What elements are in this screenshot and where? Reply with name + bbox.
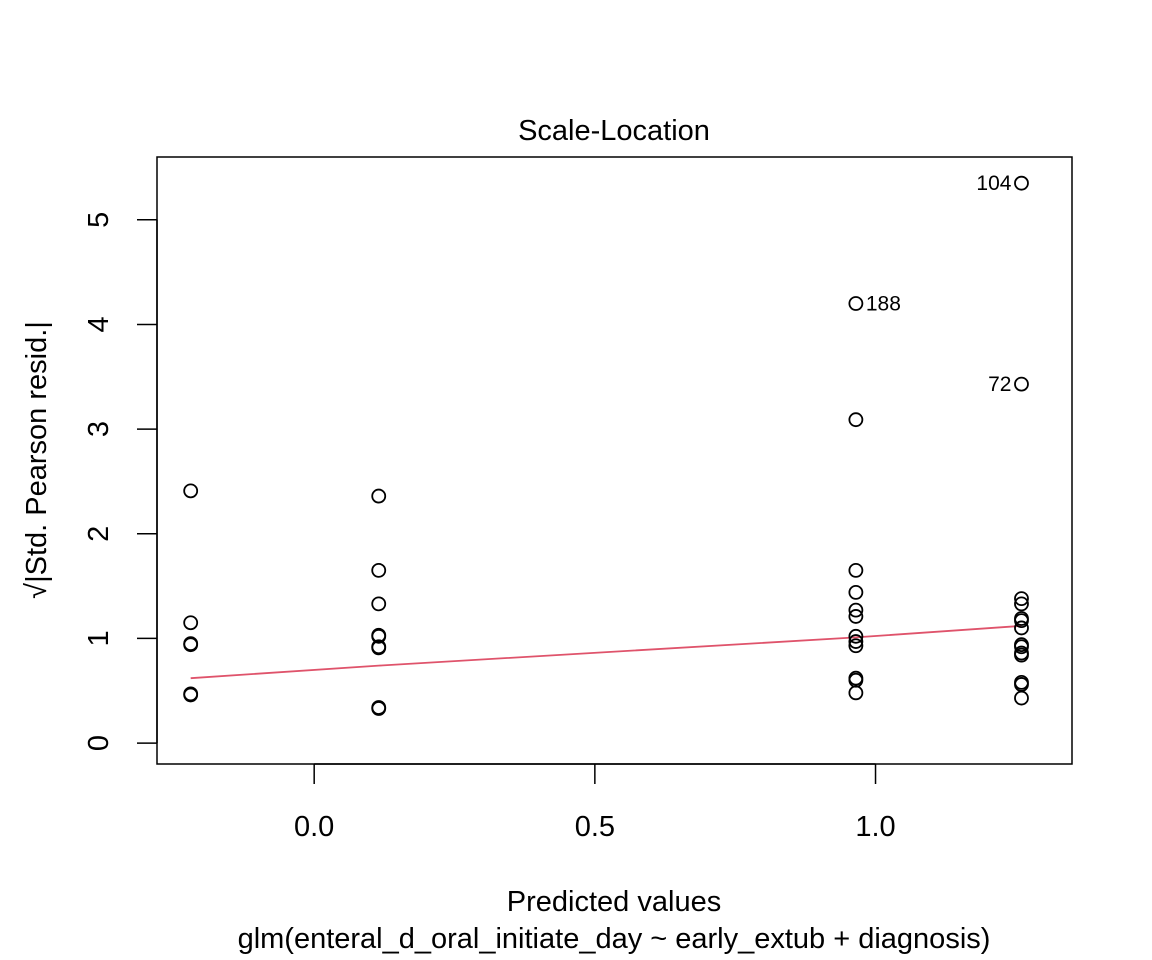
point-label: 72	[988, 373, 1011, 396]
data-point	[371, 701, 387, 716]
point-labels-group: 104 188 72	[866, 172, 1012, 396]
points-group	[183, 175, 1029, 716]
data-point	[848, 628, 864, 644]
plot-frame	[156, 156, 1073, 765]
x-axis-label: Predicted values	[507, 886, 721, 918]
data-point	[1014, 376, 1029, 392]
x-axis: 0.0 0.5 1.0	[294, 763, 896, 843]
data-point	[1014, 596, 1029, 612]
data-point	[1014, 613, 1029, 629]
data-point	[371, 640, 387, 656]
y-tick-label: 2	[83, 526, 115, 542]
data-point	[371, 562, 387, 578]
y-axis-label: √|Std. Pearson resid.|	[21, 321, 53, 599]
y-tick-label: 5	[83, 212, 115, 228]
x-tick-label: 1.0	[855, 811, 895, 843]
chart-title: Scale-Location	[518, 115, 710, 147]
data-point	[848, 412, 864, 428]
data-point	[183, 637, 199, 653]
data-point	[1014, 639, 1029, 655]
y-tick-label: 0	[83, 735, 115, 751]
data-point	[848, 296, 864, 311]
data-point	[183, 687, 199, 703]
data-point	[1014, 647, 1029, 663]
smooth-line-group	[190, 624, 1022, 680]
data-point	[1014, 591, 1029, 607]
data-point	[1014, 175, 1029, 191]
data-point	[371, 596, 387, 612]
y-tick-label: 3	[83, 421, 115, 437]
smooth-line	[190, 624, 1022, 680]
data-point	[1014, 690, 1029, 706]
y-axis: 0 1 2 3 4 5	[83, 212, 158, 751]
data-point	[183, 615, 199, 631]
data-point	[848, 609, 864, 624]
data-point	[848, 638, 864, 654]
data-point	[371, 488, 387, 504]
data-point	[848, 602, 864, 618]
y-tick-label: 4	[83, 316, 115, 332]
data-point	[848, 584, 864, 600]
x-tick-label: 0.5	[575, 811, 615, 843]
y-tick-label: 1	[83, 630, 115, 646]
point-label: 104	[976, 172, 1011, 195]
data-point	[183, 483, 199, 499]
point-label: 188	[866, 293, 901, 316]
data-point	[371, 628, 387, 644]
x-axis-subtitle: glm(enteral_d_oral_initiate_day ~ early_…	[238, 923, 991, 955]
x-tick-label: 0.0	[294, 811, 334, 843]
data-point	[848, 562, 864, 578]
data-point	[848, 685, 864, 701]
data-point	[1014, 620, 1029, 636]
data-point	[848, 634, 864, 649]
